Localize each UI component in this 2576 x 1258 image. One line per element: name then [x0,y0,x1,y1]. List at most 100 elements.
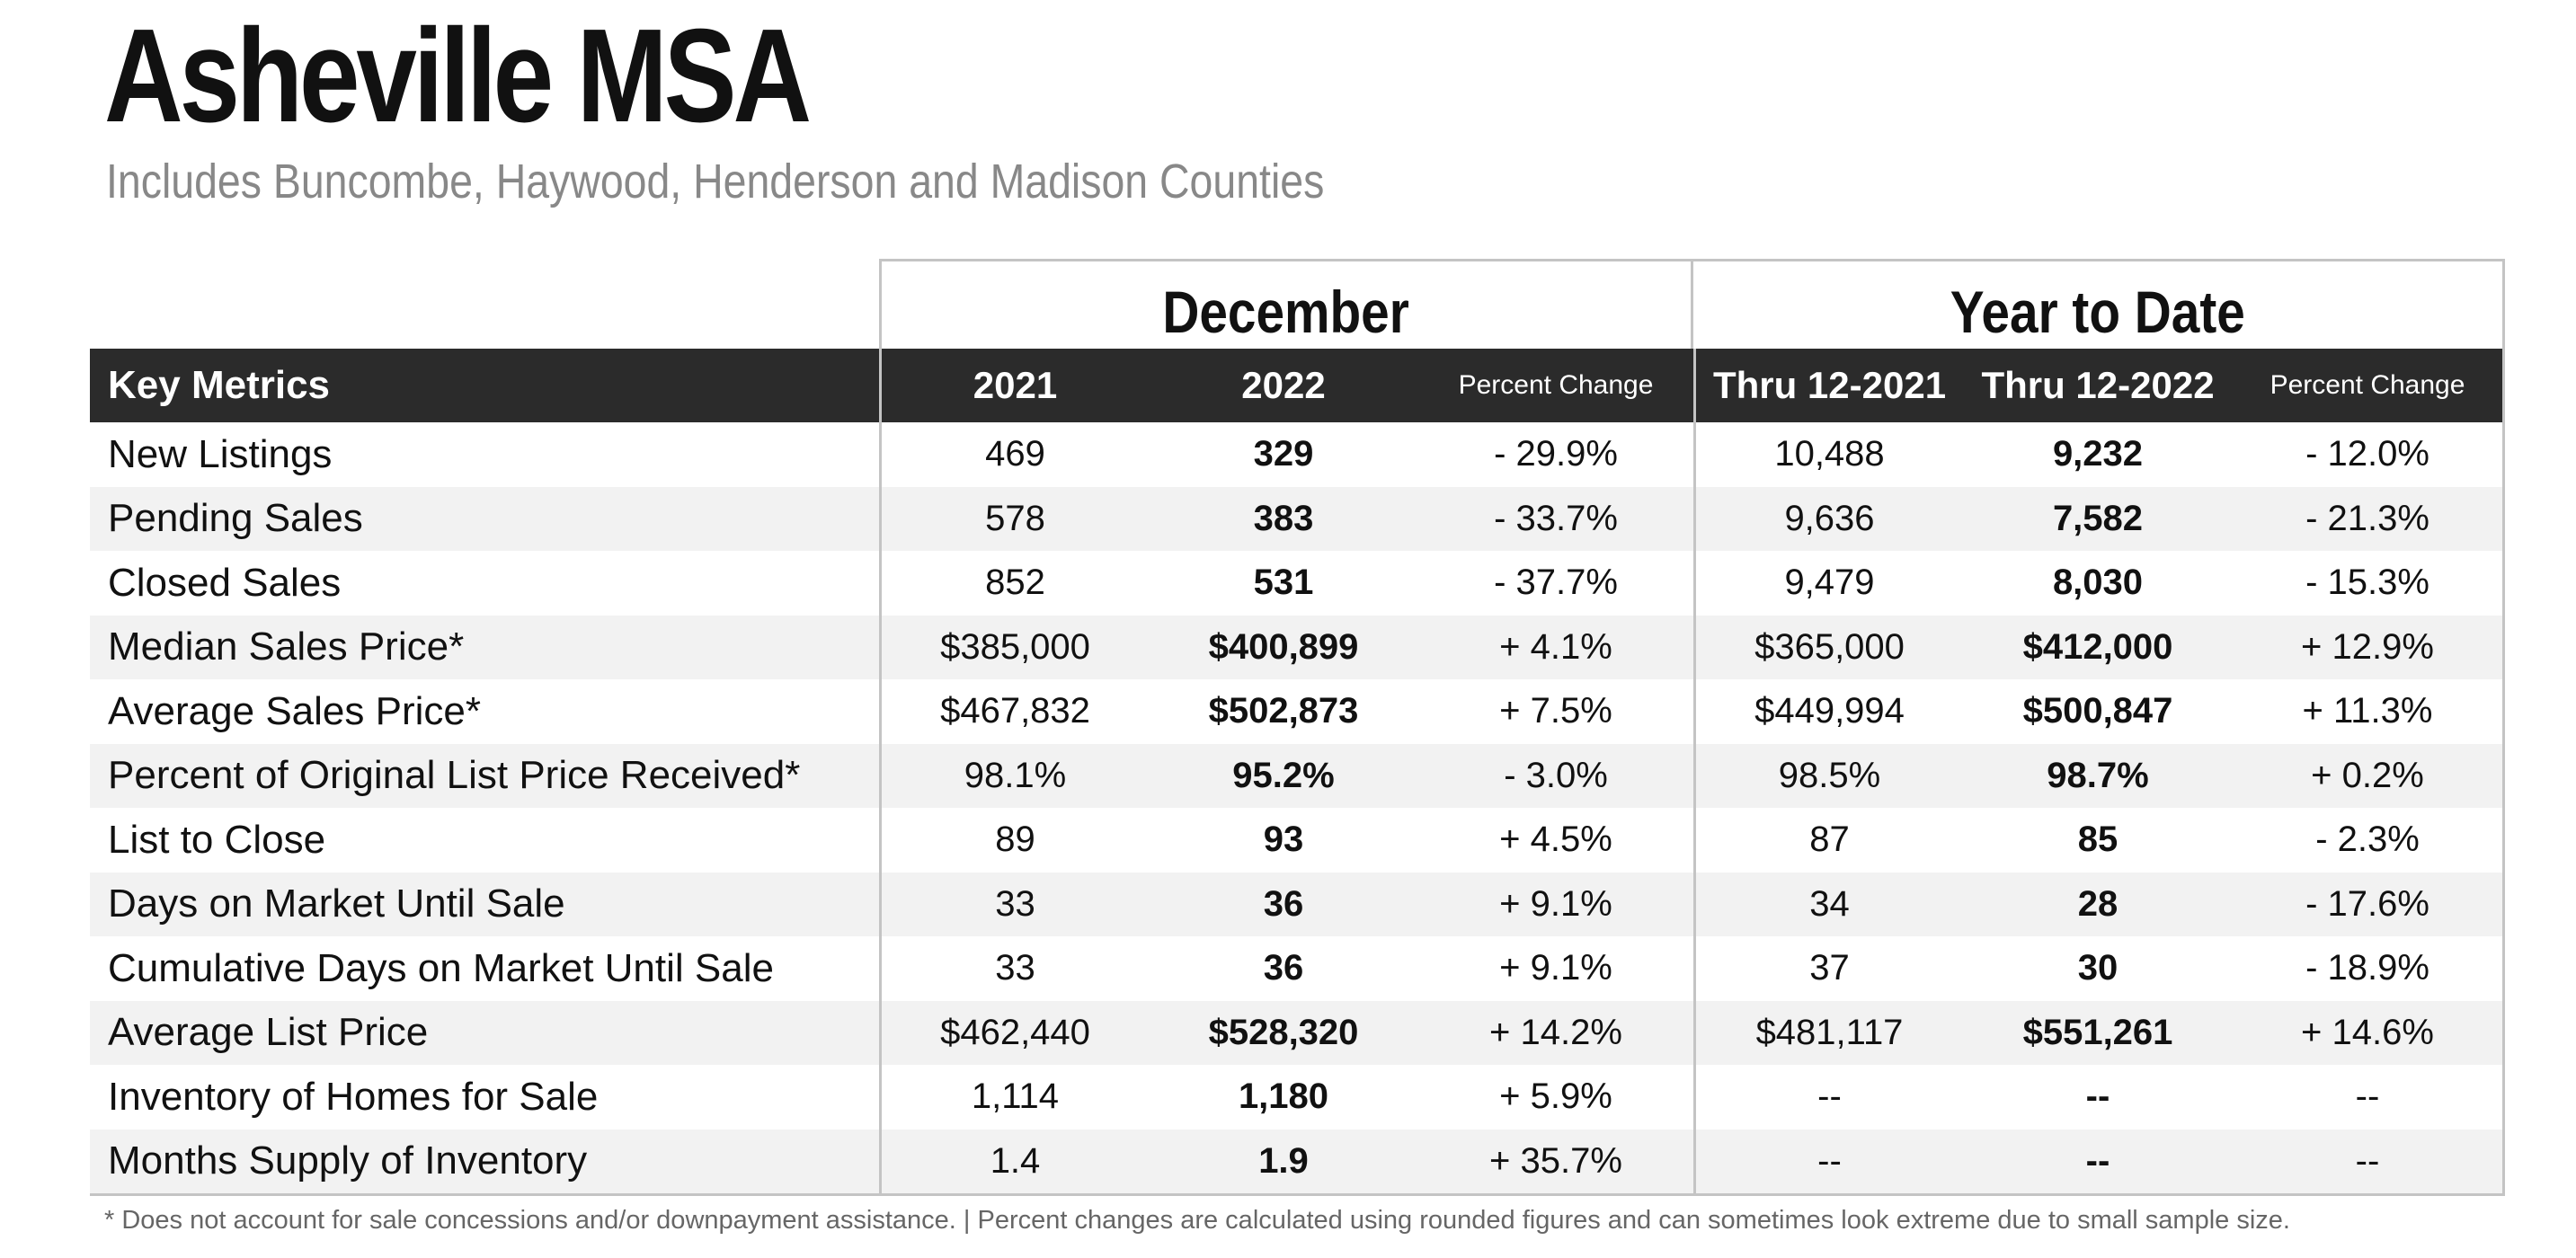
column-header-ytd-2022: Thru 12-2022 [1981,364,2215,406]
dec-2021-value: $467,832 [879,679,1149,744]
column-header-dec-2022: 2022 [1241,364,1326,406]
dec-percent-change: + 9.1% [1499,948,1612,988]
footnote: * Does not account for sale concessions … [104,1206,2290,1235]
page-subtitle: Includes Buncombe, Haywood, Henderson an… [106,155,1325,208]
dec-2022-value: $400,899 [1208,626,1359,667]
ytd-percent-change: - 17.6% [2233,872,2505,936]
ytd-2022-value: $551,261 [2022,1012,2173,1052]
table-row: Median Sales Price* $385,000 $400,899 + 4.1… [90,615,2505,679]
table-row: Percent of Original List Price Received*… [90,743,2505,808]
table-row: Cumulative Days on Market Until Sale 33 36… [90,936,2505,1001]
ytd-percent-change: + 0.2% [2233,743,2505,808]
metric-label: New Listings [108,431,333,476]
dec-2022-value: 1.9 [1258,1140,1309,1181]
metric-label: Closed Sales [108,560,342,605]
ytd-2022-value: $500,847 [2022,691,2173,731]
metric-label: List to Close [108,817,326,862]
dec-percent-change: + 35.7% [1489,1140,1622,1181]
table-row: Inventory of Homes for Sale 1,114 1,180 + 5… [90,1065,2505,1130]
dec-percent-change: - 33.7% [1494,498,1618,538]
metric-label: Average List Price [108,1010,429,1055]
group-header-december: December [879,259,1693,349]
column-header-dec-percent-change: Percent Change [1458,370,1654,400]
ytd-2021-value: 87 [1693,808,1963,873]
ytd-2022-value: 9,232 [2052,434,2144,474]
group-header-year-to-date: Year to Date [1691,259,2505,349]
ytd-2021-value: 10,488 [1693,422,1963,487]
dec-2022-value: 36 [1263,883,1304,924]
dec-2022-value: $502,873 [1208,691,1359,731]
dec-2021-value: 1,114 [879,1065,1149,1130]
page-title: Asheville MSA [104,2,812,150]
dec-2021-value: 33 [879,872,1149,936]
dec-2022-value: 93 [1263,819,1304,860]
metric-label: Pending Sales [108,496,363,541]
ytd-2022-value: 85 [2077,819,2119,860]
dec-2021-value: 1.4 [879,1129,1149,1193]
dec-percent-change: + 4.5% [1499,819,1612,860]
dec-percent-change: + 7.5% [1499,691,1612,731]
table-row: New Listings 469 329 - 29.9% 10,488 9,232 - 12… [90,422,2505,487]
dec-2022-value: 1,180 [1238,1076,1329,1117]
dec-2022-value: 36 [1263,948,1304,988]
ytd-percent-change: - 12.0% [2233,422,2505,487]
dec-2022-value: 329 [1253,434,1314,474]
dec-2021-value: 98.1% [879,743,1149,808]
dec-2022-value: 531 [1253,563,1314,603]
table-row: Days on Market Until Sale 33 36 + 9.1% 34 28 -… [90,872,2505,936]
table-row: Closed Sales 852 531 - 37.7% 9,479 8,030 - 15.… [90,551,2505,616]
ytd-2022-value: 28 [2077,883,2119,924]
dec-percent-change: + 4.1% [1499,626,1612,667]
metric-label: Inventory of Homes for Sale [108,1074,599,1119]
ytd-2021-value: 9,479 [1693,551,1963,616]
ytd-2022-value: 7,582 [2052,498,2144,538]
ytd-2021-value: 98.5% [1693,743,1963,808]
ytd-2021-value: 34 [1693,872,1963,936]
ytd-percent-change: + 14.6% [2233,1000,2505,1065]
dec-percent-change: + 14.2% [1489,1012,1622,1052]
ytd-2021-value: $365,000 [1693,615,1963,679]
ytd-2022-value: 98.7% [2047,755,2149,795]
ytd-percent-change: -- [2233,1065,2505,1130]
dec-percent-change: - 29.9% [1494,434,1618,474]
ytd-percent-change: - 15.3% [2233,551,2505,616]
table-row: List to Close 89 93 + 4.5% 87 85 - 2.3% [90,808,2505,873]
ytd-2022-value: 30 [2077,948,2119,988]
ytd-2021-value: -- [1693,1065,1963,1130]
ytd-percent-change: - 21.3% [2233,486,2505,551]
dec-2021-value: $462,440 [879,1000,1149,1065]
dec-2021-value: 852 [879,551,1149,616]
ytd-2021-value: -- [1693,1129,1963,1193]
ytd-percent-change: + 11.3% [2233,679,2505,744]
metric-label: Median Sales Price* [108,625,465,669]
column-header-dec-2021: 2021 [879,349,1149,422]
dec-percent-change: + 9.1% [1499,883,1612,924]
table-header-row: Key Metrics 2021 2022 Percent Change Thr… [90,349,2505,422]
column-header-ytd-2021: Thru 12-2021 [1693,349,1963,422]
ytd-2021-value: $481,117 [1693,1000,1963,1065]
metric-label: Percent of Original List Price Received* [108,753,801,798]
column-header-metric: Key Metrics [108,363,331,407]
group-header-ytd-label: Year to Date [1950,278,2246,345]
dec-2021-value: 89 [879,808,1149,873]
metric-label: Average Sales Price* [108,688,481,733]
ytd-2022-value: -- [2085,1140,2110,1181]
ytd-2022-value: 8,030 [2052,563,2144,603]
dec-percent-change: - 3.0% [1504,755,1608,795]
table-row: Pending Sales 578 383 - 33.7% 9,636 7,582 - 21… [90,486,2505,551]
metric-label: Days on Market Until Sale [108,881,565,926]
dec-percent-change: - 37.7% [1494,563,1618,603]
dec-2021-value: 578 [879,486,1149,551]
dec-2021-value: 33 [879,936,1149,1001]
dec-2022-value: $528,320 [1208,1012,1359,1052]
dec-2022-value: 383 [1253,498,1314,538]
ytd-percent-change: + 12.9% [2233,615,2505,679]
ytd-percent-change: -- [2233,1129,2505,1193]
ytd-2021-value: 9,636 [1693,486,1963,551]
table-row: Average Sales Price* $467,832 $502,873 + 7.… [90,679,2505,744]
group-header-december-label: December [1162,278,1410,345]
dec-2021-value: $385,000 [879,615,1149,679]
table-row: Average List Price $462,440 $528,320 + 14.2… [90,1000,2505,1065]
dec-percent-change: + 5.9% [1499,1076,1612,1117]
table-row: Months Supply of Inventory 1.4 1.9 + 35.7% -… [90,1129,2505,1193]
